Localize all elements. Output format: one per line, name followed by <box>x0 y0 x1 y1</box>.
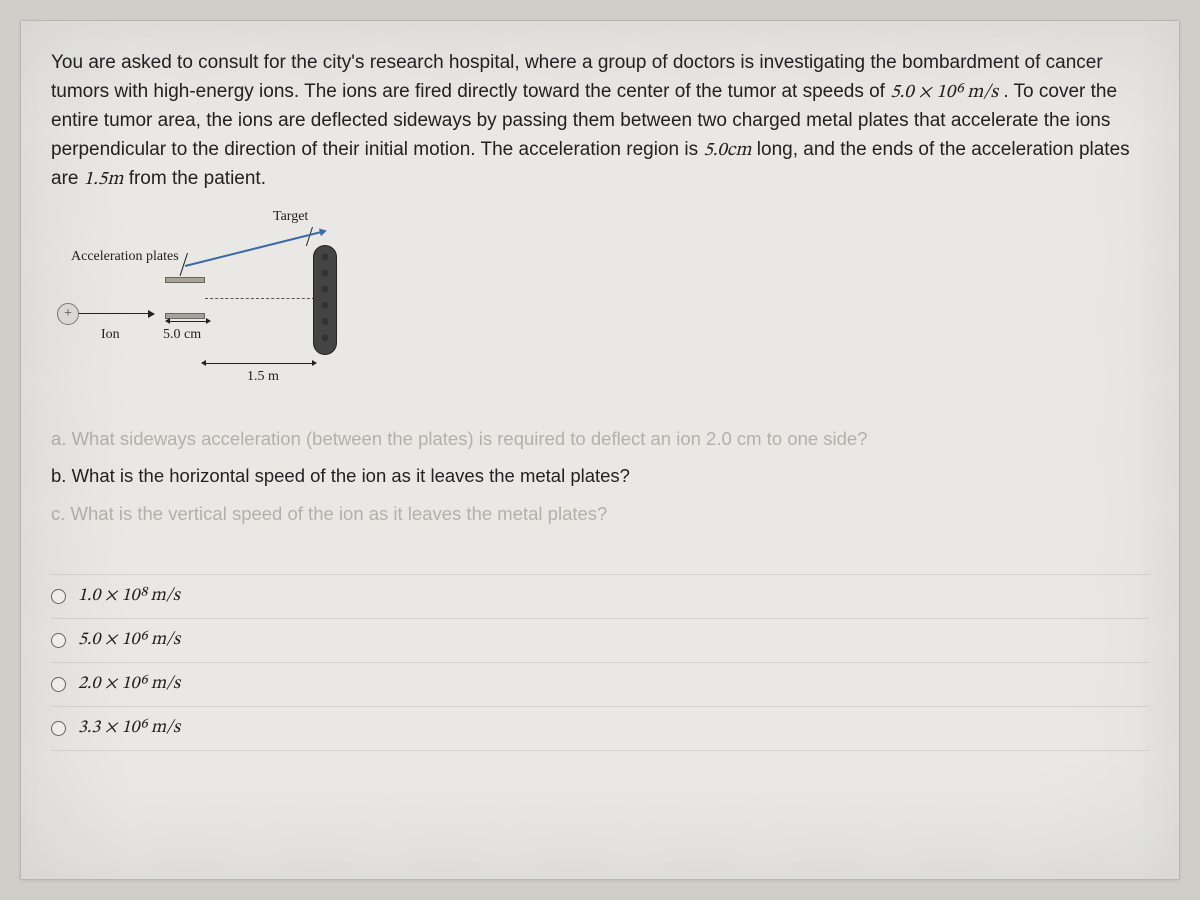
plate-length-arrow <box>169 321 207 322</box>
radio-icon[interactable] <box>51 633 66 648</box>
question-c: c. What is the vertical speed of the ion… <box>51 500 1149 528</box>
region-length: 5.0cm <box>703 141 751 160</box>
drift-distance: 1.5m <box>84 170 124 189</box>
target-body <box>313 245 337 355</box>
target-label: Target <box>273 209 308 225</box>
plate-length-value: 5.0 cm <box>163 327 201 343</box>
deflected-path <box>185 231 321 266</box>
ion-velocity-arrow <box>79 313 149 315</box>
answer-options: 1.0 × 10⁸ m/s 5.0 × 10⁶ m/s 2.0 × 10⁶ m/… <box>51 574 1149 751</box>
ion-label: Ion <box>101 327 120 343</box>
option-row[interactable]: 1.0 × 10⁸ m/s <box>51 574 1149 618</box>
option-label: 1.0 × 10⁸ m/s <box>78 585 180 608</box>
question-panel: You are asked to consult for the city's … <box>20 20 1180 880</box>
problem-statement: You are asked to consult for the city's … <box>51 49 1149 195</box>
bottom-plate <box>165 313 205 319</box>
physics-diagram: Target Acceleration plates + Ion 5.0 cm … <box>55 215 395 395</box>
question-b: b. What is the horizontal speed of the i… <box>51 462 1149 490</box>
drift-length-value: 1.5 m <box>247 369 279 385</box>
option-row[interactable]: 3.3 × 10⁶ m/s <box>51 706 1149 751</box>
prompt-text-4: from the patient. <box>129 168 266 189</box>
accel-plates-label: Acceleration plates <box>71 249 179 265</box>
radio-icon[interactable] <box>51 721 66 736</box>
question-a: a. What sideways acceleration (between t… <box>51 425 1149 453</box>
drift-length-arrow <box>205 363 313 364</box>
undeflected-path <box>205 298 315 299</box>
option-row[interactable]: 2.0 × 10⁶ m/s <box>51 662 1149 706</box>
radio-icon[interactable] <box>51 677 66 692</box>
top-plate <box>165 277 205 283</box>
option-label: 3.3 × 10⁶ m/s <box>78 717 180 740</box>
radio-icon[interactable] <box>51 589 66 604</box>
speed-value: 5.0 × 10⁶ m/s <box>890 83 998 102</box>
option-row[interactable]: 5.0 × 10⁶ m/s <box>51 618 1149 662</box>
option-label: 2.0 × 10⁶ m/s <box>78 673 180 696</box>
ion-icon: + <box>57 303 79 325</box>
option-label: 5.0 × 10⁶ m/s <box>78 629 180 652</box>
